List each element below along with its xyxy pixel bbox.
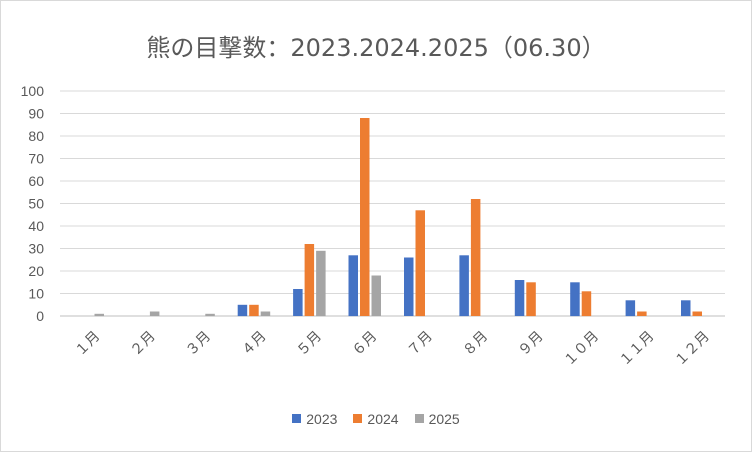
- x-tick-label: ６月: [349, 328, 380, 359]
- legend-swatch: [292, 414, 302, 423]
- bars: [94, 118, 702, 317]
- bar-2023-11: [625, 300, 636, 317]
- y-tick-label: 20: [28, 263, 44, 279]
- bar-2024-9: [526, 282, 536, 317]
- y-tick-label: 100: [21, 83, 45, 99]
- bar-2025-4: [260, 311, 271, 316]
- bar-2024-8: [470, 199, 481, 316]
- x-axis-ticks: １月 ２月 ３月 ４月 ５月 ６月 ７月 ８月 ９月 １０月 １１月 １２月: [72, 328, 713, 369]
- bar-2024-5: [304, 244, 315, 316]
- x-tick-label: ４月: [238, 328, 269, 359]
- bar-2025-3: [205, 313, 215, 317]
- x-tick-label: １０月: [561, 328, 602, 369]
- y-tick-label: 80: [28, 128, 44, 144]
- bar-2023-9: [514, 280, 525, 316]
- legend-swatch: [414, 414, 424, 423]
- y-tick-label: 70: [28, 151, 44, 167]
- y-tick-label: 0: [36, 308, 44, 324]
- x-tick-label: １月: [72, 328, 103, 359]
- y-tick-label: 10: [28, 286, 44, 302]
- x-tick-label: １１月: [616, 328, 657, 369]
- legend-item-2024: 2024: [353, 410, 399, 427]
- x-tick-label: ２月: [128, 328, 159, 359]
- y-tick-label: 40: [28, 218, 44, 234]
- legend-swatch: [353, 414, 363, 423]
- legend-label: 2024: [367, 410, 399, 427]
- bar-2024-11: [637, 311, 647, 316]
- bar-2023-4: [237, 304, 248, 317]
- x-tick-label: １２月: [672, 328, 713, 369]
- bar-2024-4: [249, 304, 259, 317]
- y-tick-label: 90: [28, 106, 44, 122]
- bar-2023-7: [404, 257, 414, 316]
- bar-2024-6: [360, 118, 370, 316]
- chart-title: 熊の目撃数：2023.2024.2025（06.30）: [146, 34, 606, 62]
- bar-2025-5: [316, 250, 326, 317]
- legend: 2023 2024 2025: [0, 410, 752, 427]
- bar-2023-8: [459, 255, 469, 317]
- legend-label: 2023: [306, 410, 338, 427]
- legend-item-2025: 2025: [414, 410, 460, 427]
- bar-2025-6: [371, 275, 381, 316]
- bar-2025-1: [94, 313, 104, 317]
- bar-2023-5: [293, 289, 303, 316]
- y-tick-label: 60: [28, 173, 44, 189]
- x-tick-label: ５月: [294, 328, 325, 359]
- legend-label: 2025: [428, 410, 460, 427]
- bar-2023-6: [348, 255, 358, 317]
- y-tick-label: 30: [28, 241, 44, 257]
- x-tick-label: ３月: [183, 328, 214, 359]
- gridlines: [60, 90, 725, 317]
- bar-2024-10: [581, 291, 592, 317]
- bar-2025-2: [149, 311, 160, 316]
- bar-2023-12: [681, 300, 691, 317]
- bar-2024-7: [415, 210, 425, 317]
- y-axis-ticks: 0 10 20 30 40 50 60 70 80 90 100: [21, 83, 45, 324]
- bar-2023-10: [570, 282, 580, 317]
- x-tick-label: ９月: [516, 328, 547, 359]
- bar-2024-12: [692, 311, 702, 316]
- x-tick-label: ８月: [460, 328, 491, 359]
- x-tick-label: ７月: [405, 328, 436, 359]
- legend-item-2023: 2023: [292, 411, 337, 427]
- y-tick-label: 50: [28, 196, 44, 212]
